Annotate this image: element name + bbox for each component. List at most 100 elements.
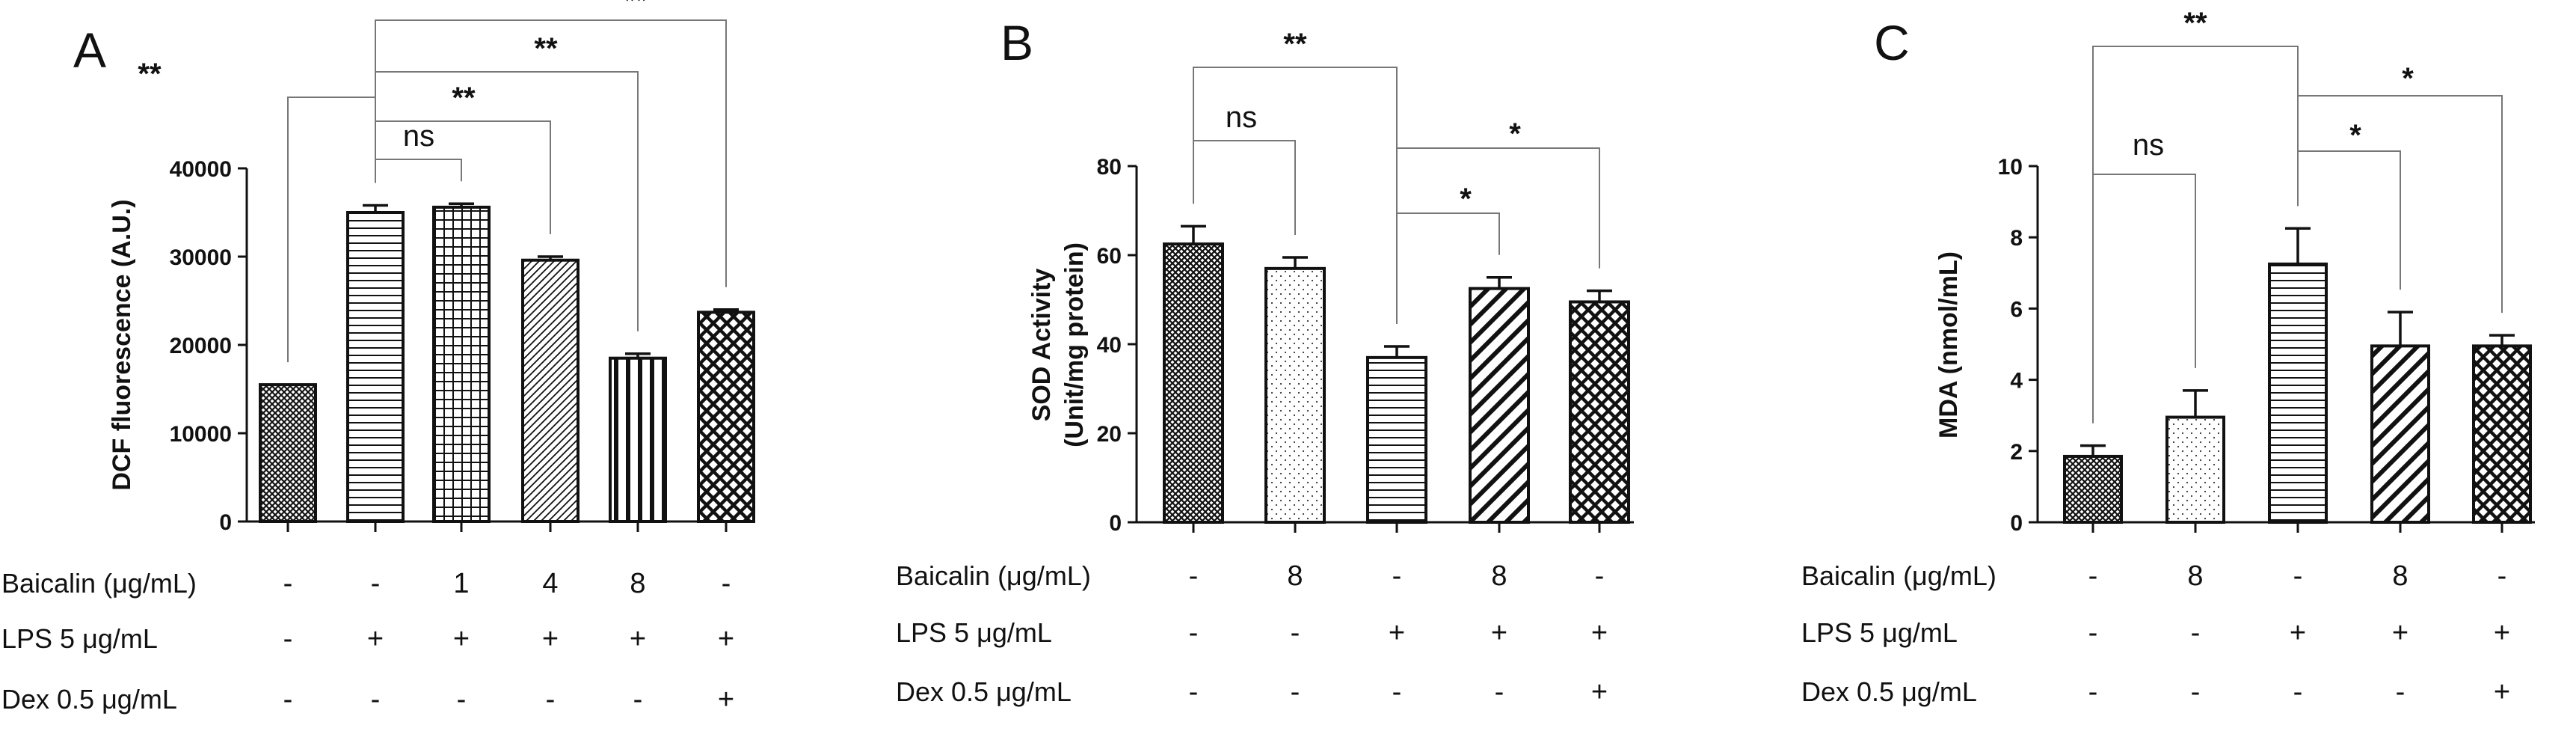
- significance-label: **: [2183, 7, 2207, 40]
- y-tick-label: 0: [1109, 511, 1122, 536]
- bar: [609, 356, 667, 524]
- y-tick-label: 2: [2010, 440, 2023, 465]
- significance-bracket: [2297, 95, 2503, 313]
- panel-letter: B: [1000, 15, 1033, 70]
- y-tick-label: 60: [1097, 244, 1122, 269]
- y-tick-label: 20000: [170, 334, 232, 358]
- condition-value: 8: [630, 568, 645, 599]
- significance-bracket: [2092, 174, 2196, 423]
- y-tick-label: 30000: [170, 245, 232, 270]
- condition-value: 4: [542, 568, 558, 599]
- condition-value: -: [1189, 617, 1199, 649]
- y-tick-label: 6: [2010, 297, 2023, 322]
- condition-value: -: [1595, 560, 1605, 592]
- condition-value: -: [1189, 560, 1199, 592]
- panel-a: A 0 10000 20000 30000 40000 DCF fluorescence (…: [1, 0, 755, 715]
- significance-label: *: [2349, 119, 2361, 152]
- condition-value: -: [2293, 560, 2303, 592]
- significance-label: ns: [1226, 101, 1257, 134]
- significance-bracket: [375, 71, 639, 331]
- bar: [259, 383, 317, 523]
- significance-label: *: [1509, 117, 1521, 150]
- condition-value: +: [1591, 617, 1608, 649]
- significance-bracket: [375, 19, 727, 287]
- bar: [1163, 242, 1224, 524]
- y-tick-label: 10: [1998, 155, 2023, 180]
- condition-label: Dex 0.5 μg/mL: [1, 684, 177, 715]
- condition-value: -: [2396, 676, 2406, 708]
- condition-value: +: [1591, 676, 1608, 708]
- y-tick-label: 4: [2010, 369, 2023, 394]
- bar: [697, 311, 755, 523]
- condition-value: -: [722, 568, 731, 599]
- significance-bracket: [1193, 140, 1296, 235]
- condition-label: Baicalin (μg/mL): [896, 560, 1091, 591]
- bar: [1469, 287, 1530, 524]
- condition-value: +: [2290, 617, 2306, 649]
- condition-value: +: [630, 623, 646, 655]
- condition-value: -: [2191, 617, 2201, 649]
- significance-bracket: [1396, 147, 1600, 324]
- bar: [2370, 344, 2430, 524]
- significance-label: **: [138, 58, 162, 91]
- condition-label: Baicalin (μg/mL): [1801, 560, 1996, 591]
- bar: [346, 211, 405, 523]
- y-tick-label: 40: [1097, 333, 1122, 358]
- y-tick-label: 20: [1097, 422, 1122, 447]
- condition-value: -: [2088, 676, 2098, 708]
- condition-value: 1: [453, 568, 469, 599]
- condition-value: -: [283, 684, 293, 715]
- condition-value: -: [457, 684, 467, 715]
- y-tick-label: 40000: [170, 157, 232, 182]
- y-tick-label: 80: [1097, 155, 1122, 180]
- condition-value: -: [633, 684, 643, 715]
- bar: [2063, 454, 2123, 524]
- condition-value: +: [1389, 617, 1405, 649]
- y-tick-label: 8: [2010, 226, 2023, 251]
- condition-value: -: [283, 623, 293, 655]
- condition-value: -: [1291, 617, 1300, 649]
- significance-label: **: [1283, 28, 1307, 61]
- bar: [1264, 266, 1326, 524]
- condition-value: +: [542, 623, 559, 655]
- condition-value: +: [2392, 617, 2409, 649]
- condition-value: -: [2088, 560, 2098, 592]
- condition-label: Baicalin (μg/mL): [1, 568, 197, 599]
- bar: [1366, 355, 1427, 524]
- condition-value: -: [283, 568, 293, 599]
- condition-label: Dex 0.5 μg/mL: [1801, 676, 1977, 707]
- condition-value: 8: [2187, 560, 2203, 592]
- panel-letter: A: [73, 22, 106, 78]
- condition-label: Dex 0.5 μg/mL: [896, 676, 1072, 707]
- condition-value: -: [1392, 676, 1402, 708]
- condition-value: +: [718, 684, 734, 715]
- condition-value: -: [1291, 676, 1300, 708]
- condition-value: +: [1491, 617, 1507, 649]
- condition-value: -: [371, 568, 381, 599]
- condition-value: -: [2191, 676, 2201, 708]
- condition-value: -: [546, 684, 556, 715]
- condition-value: +: [367, 623, 384, 655]
- significance-label: **: [534, 32, 558, 65]
- bar: [2268, 262, 2328, 524]
- panel-b: B 0 20 40 60 80 SOD Activity (Unit/mg protein) n…: [896, 15, 1634, 708]
- condition-label: LPS 5 μg/mL: [896, 617, 1052, 648]
- condition-value: -: [1189, 676, 1199, 708]
- y-axis-title: MDA (nmol/mL): [1934, 251, 1963, 438]
- significance-label: **: [452, 82, 476, 114]
- condition-value: +: [2494, 676, 2510, 708]
- condition-value: -: [1392, 560, 1402, 592]
- condition-value: 8: [1491, 560, 1507, 592]
- bar: [432, 205, 491, 523]
- y-tick-label: 10000: [170, 422, 232, 447]
- condition-label: LPS 5 μg/mL: [1, 623, 158, 654]
- condition-value: +: [453, 623, 470, 655]
- bar: [521, 258, 580, 523]
- condition-value: -: [1495, 676, 1504, 708]
- significance-bracket: [375, 159, 462, 183]
- significance-label: ns: [403, 120, 434, 153]
- significance-label: ns: [2133, 129, 2164, 162]
- condition-value: -: [2497, 560, 2507, 592]
